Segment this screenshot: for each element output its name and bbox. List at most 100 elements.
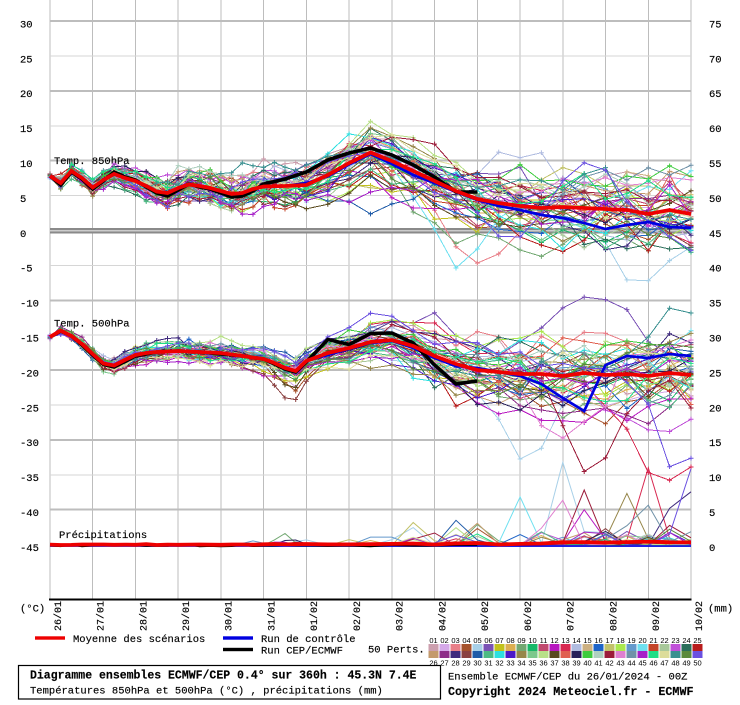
svg-text:-20: -20 xyxy=(20,368,39,380)
svg-text:-30: -30 xyxy=(20,438,39,450)
svg-text:04/02: 04/02 xyxy=(437,601,449,631)
svg-text:43: 43 xyxy=(616,658,624,667)
svg-text:02/02: 02/02 xyxy=(352,601,364,631)
svg-text:04: 04 xyxy=(462,636,470,645)
svg-text:60: 60 xyxy=(709,124,722,136)
svg-text:0: 0 xyxy=(20,229,26,241)
svg-text:46: 46 xyxy=(649,658,657,667)
svg-text:32: 32 xyxy=(495,658,503,667)
svg-text:19: 19 xyxy=(627,636,635,645)
svg-text:48: 48 xyxy=(671,658,679,667)
svg-text:01/02: 01/02 xyxy=(309,601,321,631)
svg-text:39: 39 xyxy=(572,658,580,667)
svg-text:12: 12 xyxy=(550,636,558,645)
svg-text:-15: -15 xyxy=(20,334,39,346)
svg-text:45: 45 xyxy=(638,658,646,667)
svg-text:55: 55 xyxy=(709,159,722,171)
svg-text:27/01: 27/01 xyxy=(96,601,108,631)
svg-text:30/01: 30/01 xyxy=(224,601,236,631)
svg-text:06/02: 06/02 xyxy=(523,601,535,631)
svg-text:-5: -5 xyxy=(20,264,33,276)
svg-text:23: 23 xyxy=(671,636,679,645)
svg-text:-10: -10 xyxy=(20,299,39,311)
svg-text:40: 40 xyxy=(709,264,722,276)
svg-text:31/01: 31/01 xyxy=(267,601,279,631)
svg-text:45: 45 xyxy=(709,229,722,241)
svg-text:20: 20 xyxy=(20,89,33,101)
svg-text:14: 14 xyxy=(572,636,580,645)
svg-text:10/02: 10/02 xyxy=(694,601,706,631)
svg-text:-25: -25 xyxy=(20,403,39,415)
svg-text:42: 42 xyxy=(605,658,613,667)
svg-text:-35: -35 xyxy=(20,473,39,485)
svg-text:37: 37 xyxy=(550,658,558,667)
svg-text:15: 15 xyxy=(583,636,591,645)
svg-text:-45: -45 xyxy=(20,543,39,555)
svg-text:70: 70 xyxy=(709,54,722,66)
svg-text:03/02: 03/02 xyxy=(395,601,407,631)
svg-text:16: 16 xyxy=(594,636,602,645)
svg-text:07: 07 xyxy=(495,636,503,645)
svg-text:5: 5 xyxy=(20,194,26,206)
svg-text:50: 50 xyxy=(693,658,701,667)
svg-text:36: 36 xyxy=(539,658,547,667)
svg-text:35: 35 xyxy=(709,299,722,311)
svg-text:03: 03 xyxy=(451,636,459,645)
svg-text:34: 34 xyxy=(517,658,525,667)
svg-text:0: 0 xyxy=(709,543,715,555)
svg-text:Run CEP/ECMWF: Run CEP/ECMWF xyxy=(261,645,343,657)
svg-text:5: 5 xyxy=(709,508,715,520)
svg-text:Ensemble ECMWF/CEP du 26/01/20: Ensemble ECMWF/CEP du 26/01/2024 - 00Z xyxy=(448,672,687,684)
svg-text:33: 33 xyxy=(506,658,514,667)
svg-text:-40: -40 xyxy=(20,508,39,520)
svg-text:29: 29 xyxy=(462,658,470,667)
svg-text:25: 25 xyxy=(693,636,701,645)
svg-text:22: 22 xyxy=(660,636,668,645)
svg-text:Moyenne des scénarios: Moyenne des scénarios xyxy=(73,634,205,646)
svg-text:10: 10 xyxy=(20,159,33,171)
svg-text:08/02: 08/02 xyxy=(608,601,620,631)
svg-text:Run de contrôle: Run de contrôle xyxy=(261,634,356,646)
svg-text:10: 10 xyxy=(528,636,536,645)
svg-text:09: 09 xyxy=(517,636,525,645)
svg-text:40: 40 xyxy=(583,658,591,667)
svg-text:15: 15 xyxy=(20,124,33,136)
svg-text:20: 20 xyxy=(709,403,722,415)
svg-text:17: 17 xyxy=(605,636,613,645)
svg-text:25: 25 xyxy=(709,368,722,380)
svg-text:07/02: 07/02 xyxy=(566,601,578,631)
svg-text:15: 15 xyxy=(709,438,722,450)
svg-text:05: 05 xyxy=(473,636,481,645)
svg-text:30: 30 xyxy=(473,658,481,667)
svg-text:50: 50 xyxy=(709,194,722,206)
svg-text:31: 31 xyxy=(484,658,492,667)
svg-text:06: 06 xyxy=(484,636,492,645)
svg-text:50 Perts.: 50 Perts. xyxy=(368,645,425,657)
svg-text:25: 25 xyxy=(20,54,33,66)
svg-text:41: 41 xyxy=(594,658,602,667)
svg-text:27: 27 xyxy=(440,658,448,667)
svg-text:65: 65 xyxy=(709,89,722,101)
svg-text:44: 44 xyxy=(627,658,635,667)
svg-text:Températures 850hPa et 500hPa: Températures 850hPa et 500hPa (°C) , pré… xyxy=(30,686,383,698)
svg-text:13: 13 xyxy=(561,636,569,645)
svg-text:20: 20 xyxy=(638,636,646,645)
svg-text:05/02: 05/02 xyxy=(480,601,492,631)
svg-text:21: 21 xyxy=(649,636,657,645)
svg-text:02: 02 xyxy=(440,636,448,645)
svg-text:10: 10 xyxy=(709,473,722,485)
svg-text:26/01: 26/01 xyxy=(53,601,65,631)
svg-text:28/01: 28/01 xyxy=(138,601,150,631)
svg-text:(mm): (mm) xyxy=(708,604,733,616)
svg-text:(°C): (°C) xyxy=(20,604,45,616)
svg-text:35: 35 xyxy=(528,658,536,667)
svg-text:28: 28 xyxy=(451,658,459,667)
svg-text:11: 11 xyxy=(540,636,548,645)
svg-text:Diagramme ensembles ECMWF/CEP: Diagramme ensembles ECMWF/CEP 0.4° sur 3… xyxy=(30,670,417,683)
svg-text:47: 47 xyxy=(660,658,668,667)
svg-text:49: 49 xyxy=(682,658,690,667)
svg-text:38: 38 xyxy=(561,658,569,667)
svg-text:24: 24 xyxy=(682,636,690,645)
svg-text:75: 75 xyxy=(709,19,722,31)
svg-text:Copyright 2024 Meteociel.fr -: Copyright 2024 Meteociel.fr - ECMWF xyxy=(448,685,693,699)
